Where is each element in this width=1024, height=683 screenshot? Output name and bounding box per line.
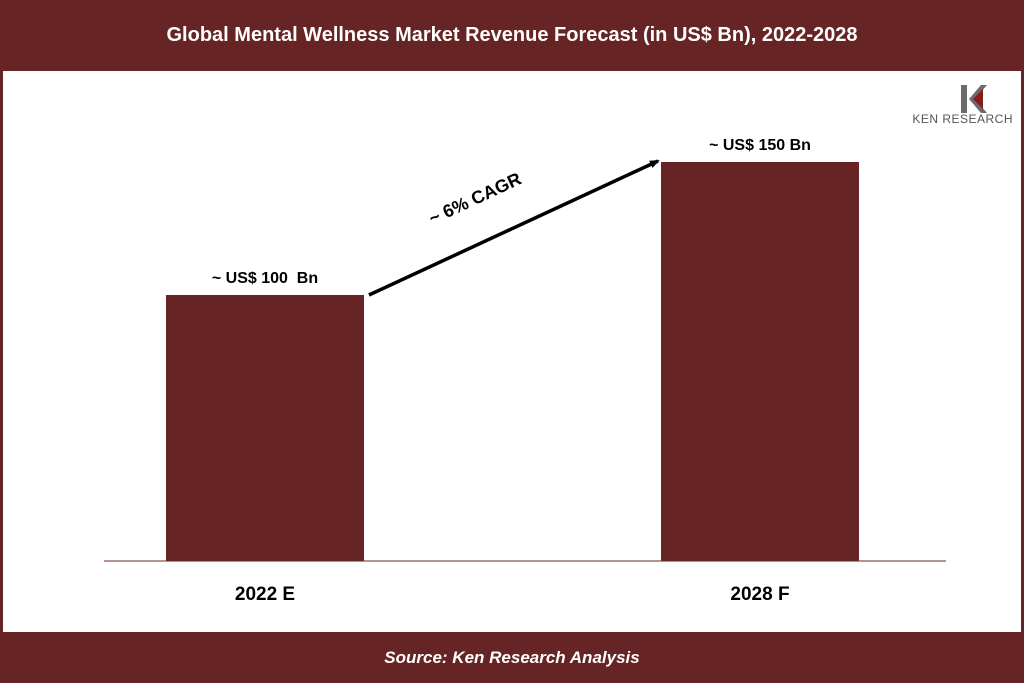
cagr-arrow xyxy=(368,159,660,297)
ken-research-logo-text: KEN RESEARCH xyxy=(912,112,1013,126)
cagr-label: ~ 6% CAGR xyxy=(426,169,525,229)
chart-panel: KEN RESEARCH ~ US$ 100 Bn 2022 E ~ US$ 150… xyxy=(3,71,1021,632)
x-tick-label: 2022 E xyxy=(235,584,295,605)
ken-research-logo xyxy=(961,85,987,113)
source-note: Source: Ken Research Analysis xyxy=(384,648,640,667)
bar-chart: ~ US$ 100 Bn 2022 E ~ US$ 150 Bn 2028 F ~ 6… xyxy=(104,137,946,605)
bar-2028-f xyxy=(661,162,859,561)
x-tick-label: 2028 F xyxy=(730,584,789,605)
data-label: ~ US$ 150 Bn xyxy=(709,137,811,154)
bar-2022-e xyxy=(166,295,364,561)
chart-title: Global Mental Wellness Market Revenue Fo… xyxy=(166,23,858,46)
data-label: ~ US$ 100 Bn xyxy=(212,270,318,287)
